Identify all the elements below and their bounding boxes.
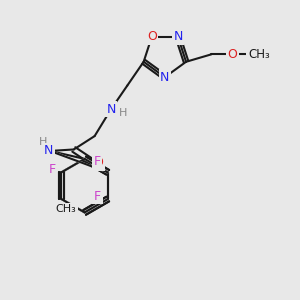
Text: N: N bbox=[160, 71, 170, 84]
Text: N: N bbox=[173, 30, 183, 44]
Text: CH₃: CH₃ bbox=[248, 48, 270, 61]
Text: F: F bbox=[48, 163, 56, 176]
Text: H: H bbox=[119, 108, 128, 118]
Text: N: N bbox=[44, 144, 53, 158]
Text: CH₃: CH₃ bbox=[56, 204, 76, 214]
Text: H: H bbox=[39, 137, 48, 147]
Text: F: F bbox=[94, 155, 101, 168]
Text: O: O bbox=[227, 48, 237, 61]
Text: N: N bbox=[106, 103, 116, 116]
Text: F: F bbox=[94, 190, 101, 202]
Text: O: O bbox=[147, 30, 157, 44]
Text: O: O bbox=[93, 156, 103, 169]
